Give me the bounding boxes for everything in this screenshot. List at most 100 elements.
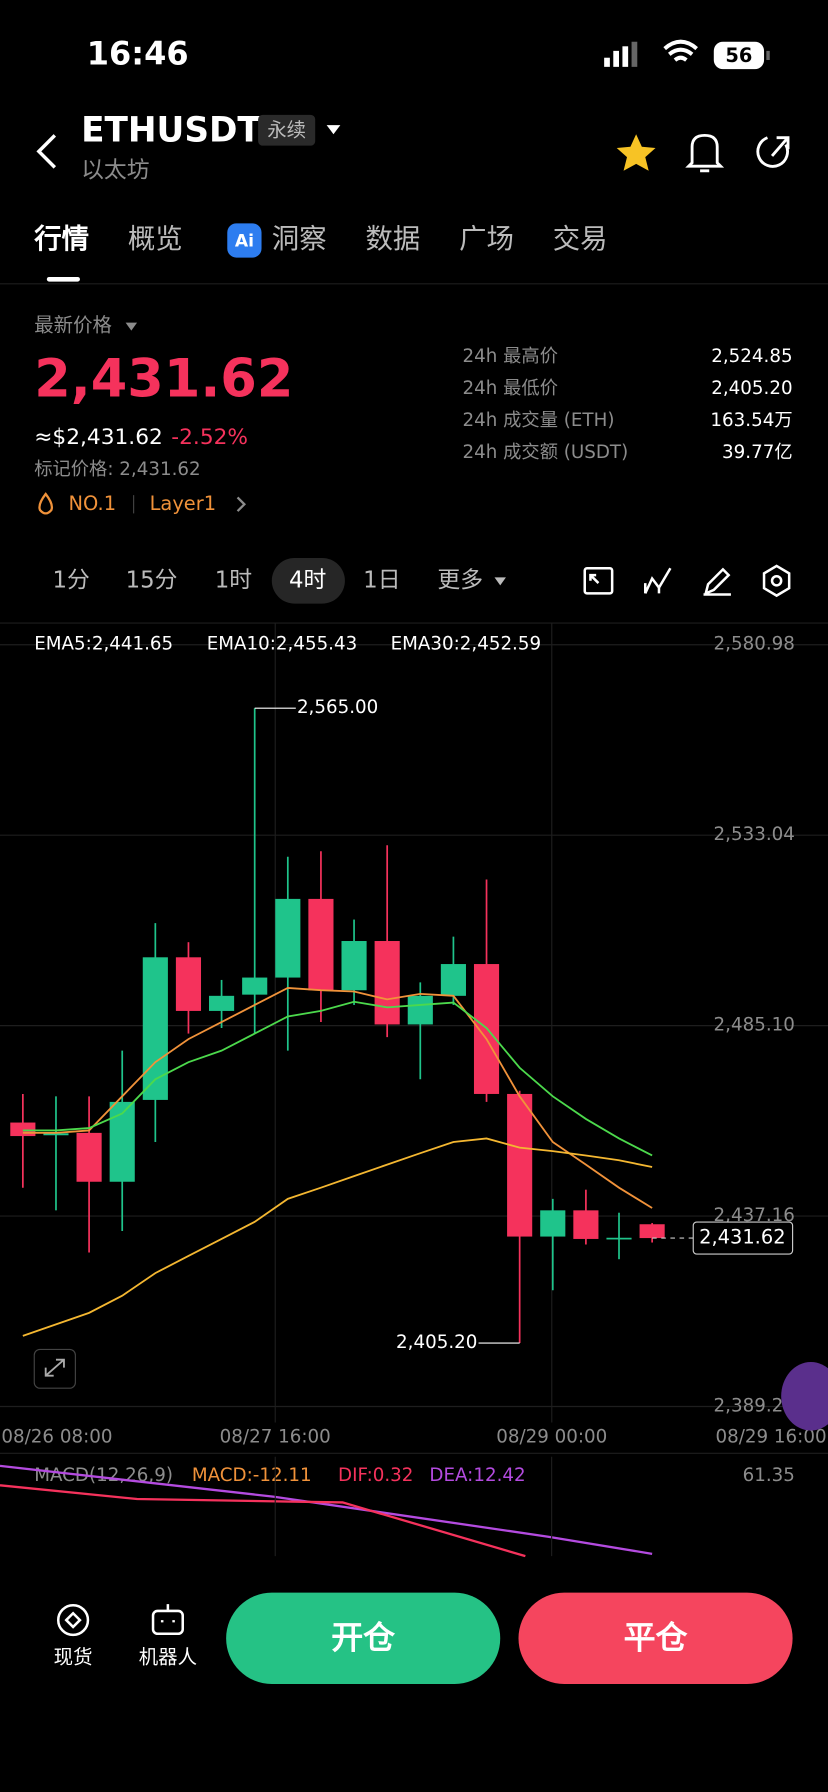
candle-body	[275, 898, 301, 978]
candle-body	[242, 977, 268, 995]
legend-entry: EMA30:2,452.59	[391, 634, 542, 655]
candle-body	[507, 1093, 533, 1237]
more-dropdown[interactable]	[494, 577, 506, 586]
stats: 24h 最高价 2,524.85 24h 最低价 2,405.20 24h 成交量 (E…	[463, 346, 793, 463]
x-tick-label: 08/27 16:00	[220, 1426, 331, 1447]
battery-icon	[713, 41, 765, 70]
stat-value: 163.54万	[710, 410, 792, 431]
candle-body	[308, 898, 334, 991]
period-selected	[271, 557, 345, 604]
share-button[interactable]	[756, 136, 790, 168]
candle-body	[606, 1237, 632, 1240]
ema-line	[22, 1000, 653, 1157]
battery-tip	[766, 50, 770, 61]
symbol: ETHUSDT	[81, 110, 261, 150]
period[interactable]: 1日	[363, 567, 400, 593]
period[interactable]: 1分	[53, 567, 90, 593]
ai-icon	[227, 223, 262, 258]
period-bar: 1分 15分 1时 4时 1日 更多	[53, 567, 484, 593]
tab[interactable]: 交易	[553, 224, 608, 255]
rank: NO.1	[69, 492, 117, 515]
dif-value: DIF:0.32	[338, 1465, 413, 1486]
y-tick-label: 2,485.10	[714, 1015, 795, 1036]
tab[interactable]: 广场	[459, 224, 514, 255]
bot-icon[interactable]	[151, 1604, 184, 1636]
stat-value: 39.77亿	[722, 442, 793, 463]
candle-body	[341, 941, 367, 991]
fullscreen-icon	[44, 1358, 65, 1377]
battery-level: 56	[725, 44, 752, 67]
price-change: -2.52%	[171, 425, 248, 450]
close-label[interactable]: 平仓	[624, 1618, 689, 1656]
period[interactable]: 4时	[289, 567, 326, 593]
tab[interactable]: 行情	[33, 223, 89, 255]
period[interactable]: 1时	[215, 567, 252, 593]
dea-line	[0, 1464, 653, 1555]
spot-label[interactable]: 现货	[54, 1645, 93, 1668]
stat-label: 24h 最高价	[463, 346, 558, 367]
stat-value: 2,524.85	[711, 346, 792, 367]
stat-label: 24h 成交额 (USDT)	[463, 442, 629, 463]
y-tick-label: 2,437.16	[714, 1205, 795, 1226]
stat-label: 24h 成交量 (ETH)	[463, 410, 615, 431]
close-button[interactable]	[518, 1592, 793, 1685]
candlestick-chart: 2,389.22 2,437.16 2,485.10 2,533.04 2,580.98…	[0, 623, 828, 1447]
last-price-box	[692, 1221, 794, 1255]
fullscreen-button[interactable]	[33, 1348, 76, 1389]
candle-body	[109, 1101, 135, 1182]
candle-body	[639, 1224, 665, 1239]
x-tick-label: 08/26 08:00	[1, 1426, 112, 1447]
dif-line	[0, 1484, 526, 1558]
candle-body	[76, 1132, 102, 1182]
tab[interactable]: 洞察	[272, 224, 327, 255]
dea-value: DEA:12.42	[429, 1465, 525, 1486]
fire-icon	[38, 492, 54, 515]
legend-entry: EMA5:2,441.65	[34, 634, 173, 655]
asset-name: 以太坊	[81, 157, 149, 183]
alert-bell[interactable]	[685, 133, 725, 173]
candle-body	[374, 941, 400, 1025]
sector[interactable]: Layer1	[150, 492, 216, 515]
ema-line	[22, 1137, 653, 1337]
chart-tools[interactable]	[583, 564, 791, 598]
ema-line	[22, 987, 653, 1209]
tab-underline	[46, 276, 80, 282]
candle-body	[407, 995, 433, 1025]
bot-label[interactable]: 机器人	[139, 1645, 197, 1668]
low-label: 2,405.20	[396, 1332, 477, 1353]
candle-body	[43, 1133, 69, 1136]
candle-body	[175, 957, 202, 1011]
macd-scale: 61.35	[743, 1465, 795, 1486]
symbol-dropdown[interactable]	[326, 125, 341, 135]
ai-icon-text: Ai	[235, 232, 254, 252]
spot-icon[interactable]	[56, 1603, 90, 1637]
candle-body	[209, 995, 235, 1011]
signal-icon	[604, 41, 638, 67]
back-button[interactable]	[36, 134, 57, 169]
tab[interactable]: 数据	[365, 224, 420, 255]
candle-body	[540, 1210, 566, 1237]
period[interactable]: 15分	[126, 567, 178, 593]
price-dropdown[interactable]	[125, 322, 138, 331]
legend-entry: EMA10:2,455.43	[207, 634, 358, 655]
sector-arrow[interactable]	[236, 496, 247, 512]
y-tick-label: 2,580.98	[714, 634, 795, 655]
contract-tag: 永续	[267, 118, 306, 141]
assistant-bubble[interactable]	[781, 1361, 828, 1431]
tag-bg	[258, 114, 316, 146]
tab[interactable]: 概览	[128, 224, 183, 255]
open-label[interactable]: 开仓	[331, 1618, 396, 1656]
mark-price: 标记价格: 2,431.62	[34, 459, 200, 480]
candle-body	[440, 964, 466, 996]
period[interactable]: 更多	[437, 567, 483, 593]
favorite-star[interactable]	[616, 134, 656, 171]
tab-bar: 行情 概览 洞察 数据 广场 交易	[33, 223, 607, 255]
high-label: 2,565.00	[297, 697, 378, 718]
candle-body	[10, 1122, 36, 1137]
candle-body	[573, 1210, 599, 1239]
wifi-icon	[663, 39, 698, 62]
open-button[interactable]	[226, 1592, 501, 1685]
